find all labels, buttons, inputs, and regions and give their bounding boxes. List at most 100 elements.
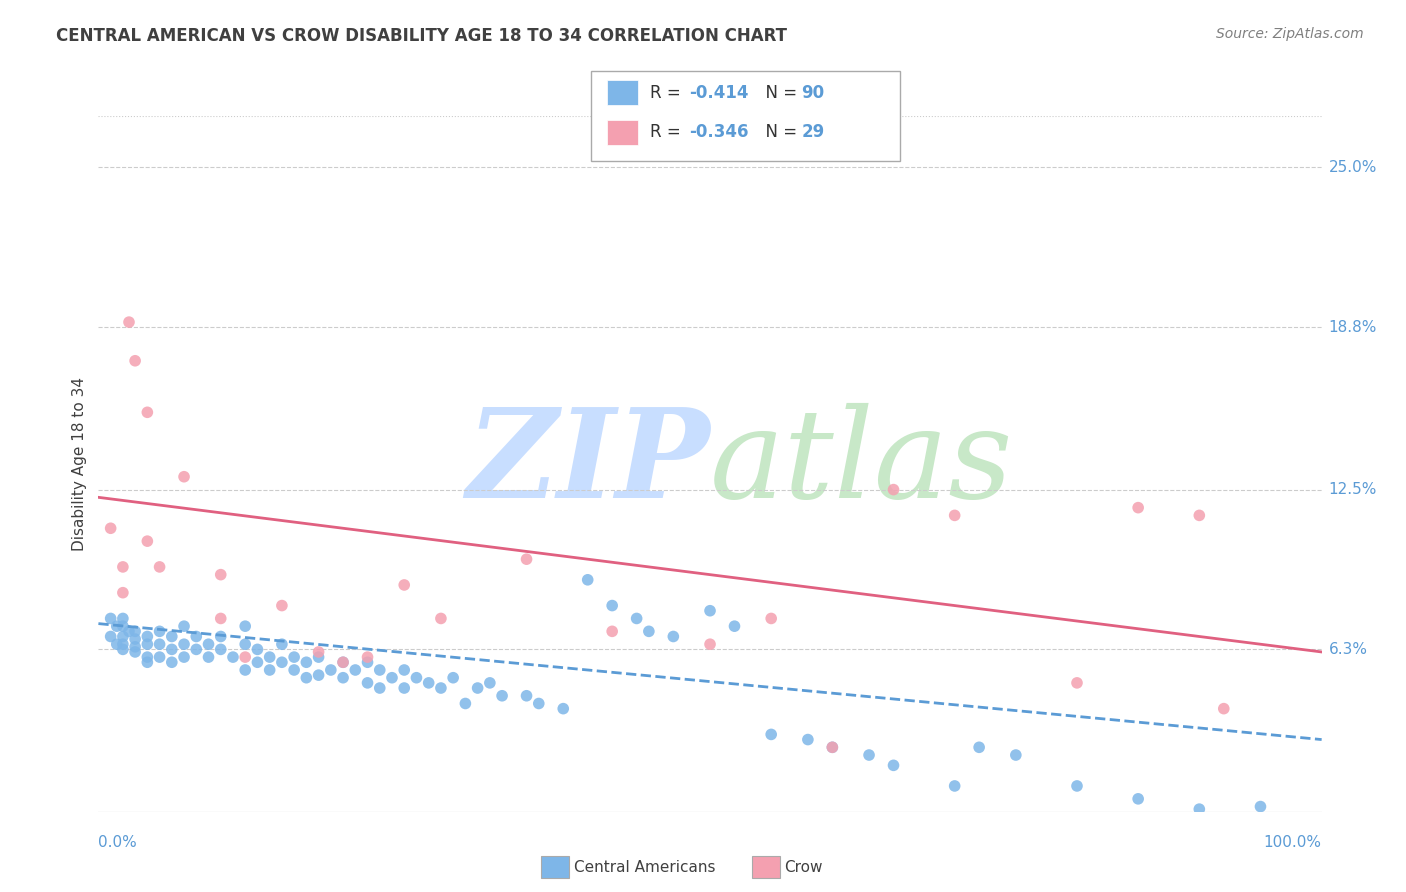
Point	[441, 671, 464, 685]
Point	[111, 642, 134, 657]
Point	[105, 619, 128, 633]
Point	[392, 663, 416, 677]
Point	[332, 655, 354, 669]
Point	[111, 619, 134, 633]
Point	[111, 637, 134, 651]
Point	[124, 632, 146, 646]
Y-axis label: Disability Age 18 to 34: Disability Age 18 to 34	[72, 376, 87, 551]
Text: N =: N =	[755, 84, 803, 102]
Point	[197, 637, 219, 651]
Point	[332, 671, 354, 685]
Point	[259, 650, 281, 665]
Text: -0.346: -0.346	[689, 123, 748, 141]
Point	[246, 655, 269, 669]
Point	[821, 740, 844, 755]
Point	[149, 560, 172, 574]
Point	[883, 758, 905, 772]
Point	[515, 552, 537, 566]
Point	[100, 521, 122, 535]
Point	[197, 650, 219, 665]
Point	[1066, 676, 1088, 690]
Point	[100, 630, 122, 644]
Text: 6.3%: 6.3%	[1329, 642, 1368, 657]
Point	[118, 315, 141, 329]
Point	[118, 624, 141, 639]
Point	[149, 624, 172, 639]
Point	[1188, 508, 1211, 523]
Text: N =: N =	[755, 123, 803, 141]
Point	[821, 740, 844, 755]
Point	[699, 637, 721, 651]
Point	[136, 630, 159, 644]
Point	[699, 604, 721, 618]
Point	[270, 637, 294, 651]
Text: -0.414: -0.414	[689, 84, 748, 102]
Text: 25.0%: 25.0%	[1329, 160, 1376, 175]
Point	[430, 681, 453, 695]
Point	[576, 573, 599, 587]
Point	[344, 663, 367, 677]
Text: R =: R =	[650, 123, 686, 141]
Point	[136, 655, 159, 669]
Point	[430, 611, 453, 625]
Point	[1188, 802, 1211, 816]
Point	[883, 483, 905, 497]
Point	[173, 469, 195, 483]
Text: CENTRAL AMERICAN VS CROW DISABILITY AGE 18 TO 34 CORRELATION CHART: CENTRAL AMERICAN VS CROW DISABILITY AGE …	[56, 27, 787, 45]
Point	[723, 619, 745, 633]
Point	[637, 624, 661, 639]
Point	[111, 611, 134, 625]
Point	[233, 650, 256, 665]
Text: Source: ZipAtlas.com: Source: ZipAtlas.com	[1216, 27, 1364, 41]
Point	[136, 650, 159, 665]
Point	[1066, 779, 1088, 793]
Text: Central Americans: Central Americans	[574, 860, 716, 874]
Point	[553, 701, 575, 715]
Point	[209, 630, 232, 644]
Point	[124, 645, 146, 659]
Point	[491, 689, 513, 703]
Point	[308, 650, 330, 665]
Point	[600, 599, 623, 613]
Text: 90: 90	[801, 84, 824, 102]
Text: Crow: Crow	[785, 860, 823, 874]
Point	[173, 619, 195, 633]
Point	[111, 630, 134, 644]
Point	[124, 640, 146, 654]
Point	[368, 663, 391, 677]
Point	[761, 611, 783, 625]
Point	[467, 681, 489, 695]
Point	[100, 611, 122, 625]
Point	[186, 630, 208, 644]
Text: 18.8%: 18.8%	[1329, 319, 1376, 334]
Text: 12.5%: 12.5%	[1329, 482, 1376, 497]
Point	[270, 599, 294, 613]
Point	[943, 508, 966, 523]
Point	[478, 676, 501, 690]
Point	[149, 650, 172, 665]
Point	[111, 585, 134, 599]
Point	[356, 655, 378, 669]
Point	[943, 779, 966, 793]
Point	[124, 624, 146, 639]
Point	[295, 671, 318, 685]
Text: ZIP: ZIP	[467, 403, 710, 524]
Point	[662, 630, 685, 644]
Point	[209, 642, 232, 657]
Text: atlas: atlas	[710, 403, 1014, 524]
Text: 100.0%: 100.0%	[1264, 836, 1322, 850]
Point	[319, 663, 342, 677]
Point	[1128, 792, 1150, 806]
Point	[259, 663, 281, 677]
Point	[308, 645, 330, 659]
Point	[308, 668, 330, 682]
Point	[149, 637, 172, 651]
Point	[368, 681, 391, 695]
Text: 0.0%: 0.0%	[98, 836, 138, 850]
Point	[405, 671, 427, 685]
Point	[1128, 500, 1150, 515]
Point	[626, 611, 648, 625]
Point	[454, 697, 477, 711]
Point	[1212, 701, 1234, 715]
Point	[392, 681, 416, 695]
